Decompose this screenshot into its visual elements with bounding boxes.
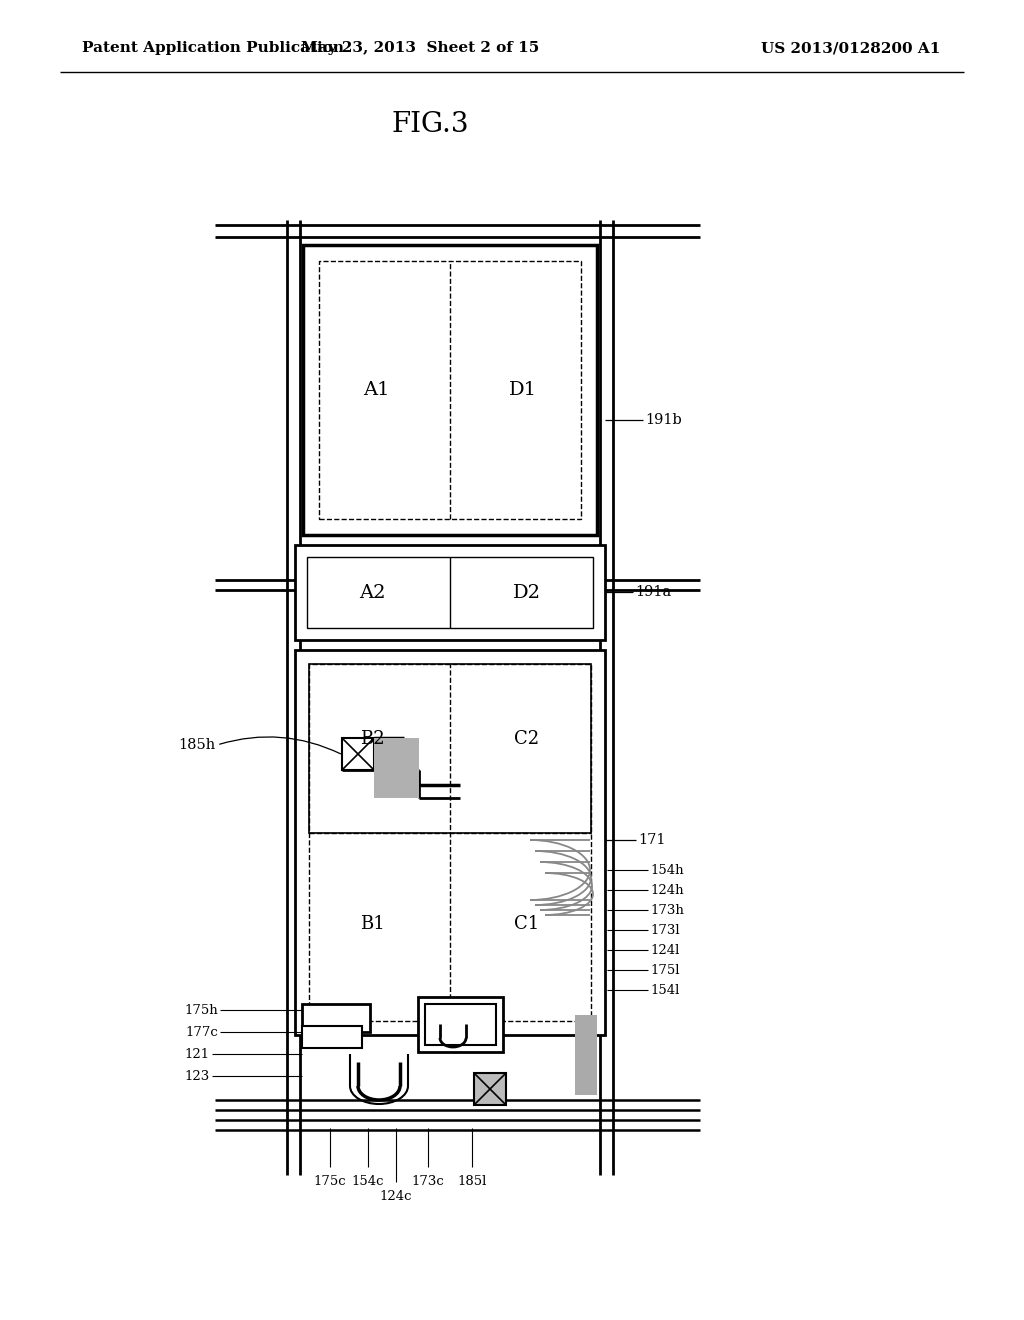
- Text: A2: A2: [358, 583, 385, 602]
- Text: 123: 123: [184, 1069, 210, 1082]
- Bar: [295, 545, 605, 640]
- Text: May 23, 2013  Sheet 2 of 15: May 23, 2013 Sheet 2 of 15: [301, 41, 539, 55]
- Bar: [425, 1005, 496, 1045]
- Bar: [575, 1015, 597, 1096]
- Text: 171: 171: [638, 833, 666, 847]
- Bar: [302, 1026, 362, 1048]
- Text: 124h: 124h: [650, 883, 684, 896]
- Bar: [309, 664, 591, 1020]
- Text: 173c: 173c: [412, 1175, 444, 1188]
- Text: 175h: 175h: [184, 1003, 218, 1016]
- Text: C2: C2: [514, 730, 540, 748]
- Text: A1: A1: [362, 381, 389, 399]
- Text: 154h: 154h: [650, 863, 684, 876]
- Bar: [302, 1005, 370, 1032]
- Text: D1: D1: [509, 381, 537, 399]
- Text: Patent Application Publication: Patent Application Publication: [82, 41, 344, 55]
- Text: 124c: 124c: [380, 1191, 413, 1203]
- Bar: [474, 1073, 506, 1105]
- Bar: [309, 664, 591, 833]
- Text: 185l: 185l: [458, 1175, 486, 1188]
- Text: 173h: 173h: [650, 903, 684, 916]
- Text: 173l: 173l: [650, 924, 680, 936]
- Text: 175c: 175c: [313, 1175, 346, 1188]
- Text: 124l: 124l: [650, 944, 679, 957]
- Bar: [303, 246, 597, 535]
- Bar: [374, 738, 419, 799]
- Bar: [295, 649, 605, 1035]
- Text: FIG.3: FIG.3: [391, 111, 469, 139]
- Text: C1: C1: [514, 915, 540, 933]
- Text: D2: D2: [513, 583, 541, 602]
- Bar: [342, 738, 374, 770]
- Text: US 2013/0128200 A1: US 2013/0128200 A1: [761, 41, 940, 55]
- Text: 154l: 154l: [650, 983, 679, 997]
- Text: 154c: 154c: [352, 1175, 384, 1188]
- Text: 175l: 175l: [650, 964, 680, 977]
- Bar: [418, 997, 503, 1052]
- Text: 177c: 177c: [185, 1026, 218, 1039]
- Text: 185h: 185h: [179, 738, 216, 752]
- Bar: [319, 261, 581, 519]
- Text: 191a: 191a: [635, 585, 672, 599]
- Text: 191b: 191b: [645, 413, 682, 426]
- Text: B1: B1: [359, 915, 384, 933]
- Text: B2: B2: [359, 730, 384, 748]
- Bar: [307, 557, 593, 628]
- Text: 121: 121: [185, 1048, 210, 1060]
